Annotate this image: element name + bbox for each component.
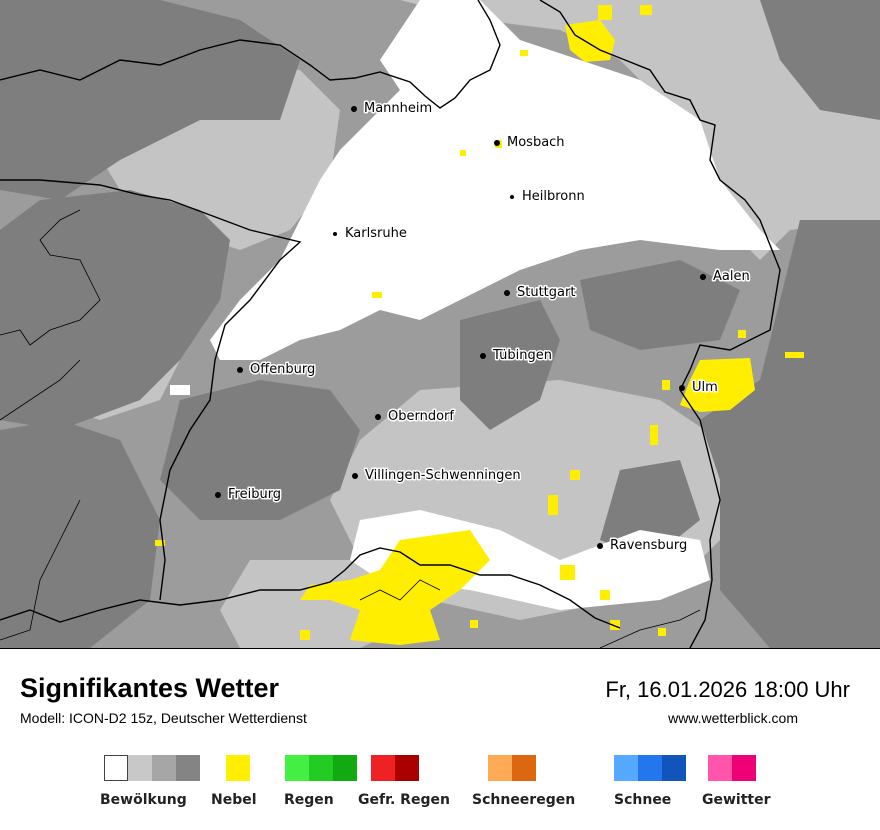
city-label: Mosbach xyxy=(507,135,565,150)
legend-label-schnee: Schnee xyxy=(614,792,672,808)
city-heilbronn: Heilbronn xyxy=(510,188,586,206)
city-villingen-schwenningen: Villingen-Schwenningen xyxy=(352,467,522,485)
legend-label-nebel: Nebel xyxy=(211,792,257,808)
legend-swatches-schnee xyxy=(614,755,686,781)
weather-map: Mannheim Mosbach Heilbronn Karlsruhe Aal… xyxy=(0,0,880,649)
legend-swatch xyxy=(395,755,419,781)
legend-swatches-regen xyxy=(285,755,357,781)
city-label: Ravensburg xyxy=(610,538,687,553)
city-label: Oberndorf xyxy=(388,409,454,424)
city-aalen: Aalen xyxy=(700,268,751,286)
city-stuttgart: Stuttgart xyxy=(504,284,577,302)
city-ulm: Ulm xyxy=(679,379,719,397)
legend-swatch xyxy=(104,755,128,781)
legend-label-regen: Regen xyxy=(284,792,334,808)
legend-label-gefr-regen: Gefr. Regen xyxy=(358,792,450,808)
city-label: Freiburg xyxy=(228,487,281,502)
map-title: Signifikantes Wetter xyxy=(20,673,280,703)
city-label: Villingen-Schwenningen xyxy=(365,468,521,483)
state-borders xyxy=(0,0,781,648)
city-offenburg: Offenburg xyxy=(237,361,317,379)
city-label: Stuttgart xyxy=(517,285,575,300)
city-label: Heilbronn xyxy=(522,189,585,204)
city-label: Mannheim xyxy=(364,101,432,116)
legend-swatches-bewoelkung xyxy=(104,755,200,781)
legend-swatch xyxy=(512,755,536,781)
legend-swatch xyxy=(333,755,357,781)
legend-swatches-nebel xyxy=(226,755,250,781)
legend-swatch xyxy=(614,755,638,781)
city-karlsruhe: Karlsruhe xyxy=(333,225,408,243)
map-footer xyxy=(0,649,880,830)
cloud-layer-dark xyxy=(0,0,880,648)
legend-swatch xyxy=(309,755,333,781)
city-label: Ulm xyxy=(692,380,718,395)
city-freiburg: Freiburg xyxy=(215,486,283,504)
legend-swatch xyxy=(488,755,512,781)
legend-swatches-gewitter xyxy=(708,755,756,781)
city-oberndorf: Oberndorf xyxy=(375,408,456,426)
legend-label-bewoelkung: Bewölkung xyxy=(100,792,187,808)
legend-swatches-schneeregen xyxy=(488,755,536,781)
legend-swatch xyxy=(128,755,152,781)
legend-swatch xyxy=(662,755,686,781)
city-label: Tübingen xyxy=(492,348,552,363)
city-label: Aalen xyxy=(713,269,750,284)
city-label: Karlsruhe xyxy=(345,226,407,241)
legend-swatch xyxy=(285,755,309,781)
legend-label-gewitter: Gewitter xyxy=(702,792,771,808)
legend-swatch xyxy=(638,755,662,781)
city-label: Offenburg xyxy=(250,362,315,377)
map-canvas: Mannheim Mosbach Heilbronn Karlsruhe Aal… xyxy=(0,0,880,648)
legend-swatch xyxy=(176,755,200,781)
legend-swatch xyxy=(371,755,395,781)
model-info: Modell: ICON-D2 15z, Deutscher Wetterdie… xyxy=(20,710,307,726)
legend-swatch xyxy=(226,755,250,781)
cities: Mannheim Mosbach Heilbronn Karlsruhe Aal… xyxy=(215,100,751,555)
legend-swatch xyxy=(152,755,176,781)
city-ravensburg: Ravensburg xyxy=(597,537,689,555)
fog-layer xyxy=(155,5,804,645)
legend-swatch xyxy=(732,755,756,781)
legend-label-schneeregen: Schneeregen xyxy=(472,792,576,808)
city-mosbach: Mosbach xyxy=(494,134,566,152)
legend-swatches-gefr-regen xyxy=(371,755,419,781)
country-borders xyxy=(0,209,701,648)
city-tuebingen: Tübingen xyxy=(480,347,554,365)
website-link[interactable]: www.wetterblick.com xyxy=(668,710,798,726)
city-mannheim: Mannheim xyxy=(351,100,434,118)
forecast-datetime: Fr, 16.01.2026 18:00 Uhr xyxy=(605,677,850,702)
legend-swatch xyxy=(708,755,732,781)
